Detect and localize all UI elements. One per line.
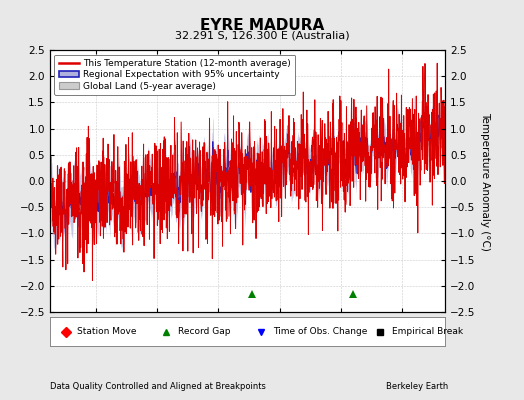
Text: Data Quality Controlled and Aligned at Breakpoints: Data Quality Controlled and Aligned at B… bbox=[50, 382, 266, 391]
Text: Empirical Break: Empirical Break bbox=[392, 327, 463, 336]
Text: 32.291 S, 126.300 E (Australia): 32.291 S, 126.300 E (Australia) bbox=[174, 30, 350, 40]
Text: EYRE MADURA: EYRE MADURA bbox=[200, 18, 324, 33]
Text: Berkeley Earth: Berkeley Earth bbox=[386, 382, 448, 391]
Text: Time of Obs. Change: Time of Obs. Change bbox=[274, 327, 368, 336]
Text: Station Move: Station Move bbox=[78, 327, 137, 336]
Text: Record Gap: Record Gap bbox=[178, 327, 231, 336]
Y-axis label: Temperature Anomaly (°C): Temperature Anomaly (°C) bbox=[480, 112, 490, 250]
Legend: This Temperature Station (12-month average), Regional Expectation with 95% uncer: This Temperature Station (12-month avera… bbox=[54, 54, 296, 95]
